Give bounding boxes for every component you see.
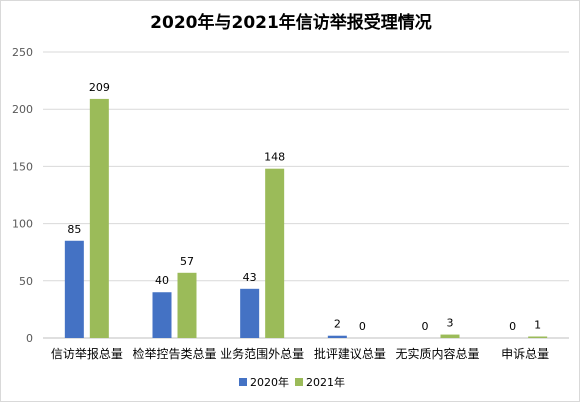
y-axis-ticks: 0 50 100 150 200 250: [12, 46, 33, 345]
y-tick-label: 50: [19, 275, 33, 288]
data-label: 148: [264, 151, 285, 164]
bar-2021: [177, 272, 197, 338]
data-label: 2: [334, 318, 341, 331]
legend-swatch-2020: [239, 378, 247, 386]
bar-2020: [240, 288, 260, 338]
data-label: 1: [534, 319, 541, 332]
data-label: 43: [243, 271, 257, 284]
x-axis-categories: 信访举报总量 检举控告类总量 业务范围外总量 批评建议总量 无实质内容总量 申诉总量: [51, 346, 549, 361]
gridlines: [43, 51, 569, 339]
bar-2020: [152, 292, 172, 338]
y-tick-label: 200: [12, 103, 33, 116]
data-label: 0: [509, 320, 516, 333]
x-category-label: 检举控告类总量: [132, 346, 216, 361]
data-label: 85: [67, 223, 81, 236]
data-label: 40: [155, 274, 169, 287]
x-category-label: 申诉总量: [501, 347, 549, 361]
y-tick-label: 150: [12, 160, 33, 173]
bars: [64, 98, 548, 339]
bar-2020: [327, 335, 347, 338]
legend-label-2020: 2020年: [250, 375, 289, 389]
bar-2021: [265, 168, 285, 338]
x-category-label: 批评建议总量: [314, 346, 386, 361]
y-tick-label: 100: [12, 218, 33, 231]
legend-label-2021: 2021年: [306, 375, 345, 389]
chart-title: 2020年与2021年信访举报受理情况: [150, 12, 432, 33]
data-label: 3: [447, 317, 454, 330]
data-label: 0: [422, 320, 429, 333]
bar-2021: [528, 336, 548, 338]
data-label: 209: [89, 81, 110, 94]
legend-swatch-2021: [295, 378, 303, 386]
bar-2020: [64, 240, 84, 338]
y-tick-label: 0: [26, 332, 33, 345]
data-labels: 85 209 40 57 43 148 2 0 0 3 0 1: [67, 81, 541, 333]
x-category-label: 业务范围外总量: [220, 346, 304, 361]
legend: 2020年 2021年: [239, 375, 345, 389]
bar-2021: [440, 334, 460, 338]
data-label: 0: [359, 320, 366, 333]
data-label: 57: [180, 255, 194, 268]
x-category-label: 无实质内容总量: [395, 346, 479, 361]
x-category-label: 信访举报总量: [51, 346, 123, 361]
bar-2021: [89, 98, 109, 339]
y-tick-label: 250: [12, 46, 33, 59]
